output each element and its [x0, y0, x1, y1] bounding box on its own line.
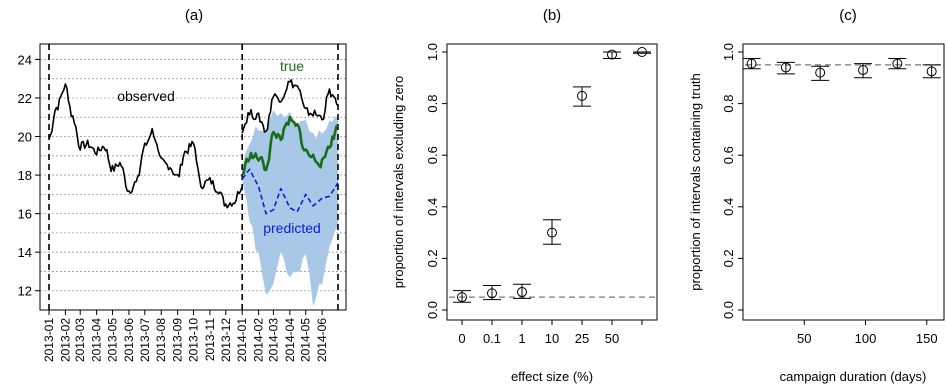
x-tick-label: 2013-02: [58, 318, 72, 362]
data-point: [780, 62, 791, 73]
x-tick-label: 25: [575, 331, 589, 346]
panel-b-x-axis: 0 0.1 1 10 25 50: [458, 320, 643, 346]
y-tick-label: 0.8: [721, 95, 736, 113]
panel-a-series: [48, 79, 339, 215]
panel-b-y-axis: 0.0 0.2 0.4 0.6 0.8 1.0: [425, 43, 447, 319]
y-tick-label: 0.4: [425, 198, 440, 216]
x-tick-label: 1: [518, 331, 525, 346]
x-tick-label: 2014-05: [299, 318, 313, 362]
panel-c-title: (c): [839, 7, 857, 24]
x-tick-label: 2013-05: [106, 318, 120, 362]
panel-b-title: (b): [543, 7, 561, 24]
panel-a: (a) observed true predicted 12 14 16 18 20 22…: [18, 7, 347, 362]
data-point: [637, 47, 647, 57]
y-tick-label: 12: [18, 284, 32, 299]
x-tick-label: 2013-04: [90, 318, 104, 362]
predicted-label: predicted: [263, 220, 321, 236]
y-tick-label: 24: [18, 52, 32, 67]
x-tick-label: 0.1: [483, 331, 501, 346]
panel-a-gridlines: [40, 59, 346, 311]
panel-c-frame: [742, 43, 945, 321]
observed-series-line: [241, 79, 339, 134]
predicted-series-line: [241, 168, 339, 215]
x-tick-label: 2013-12: [219, 318, 233, 362]
x-tick-label: 2013-07: [138, 318, 152, 362]
y-tick-label: 20: [18, 130, 32, 145]
x-tick-label: 50: [605, 331, 619, 346]
x-tick-label: 100: [855, 331, 877, 346]
y-tick-label: 1.0: [425, 43, 440, 61]
x-tick-label: 10: [545, 331, 559, 346]
panel-b-y-label: proportion of intervals excluding zero: [391, 76, 406, 288]
x-tick-label: 2013-08: [154, 318, 168, 362]
y-tick-label: 0.2: [721, 249, 736, 267]
y-tick-label: 0.4: [721, 198, 736, 216]
data-point: [457, 292, 467, 303]
y-tick-label: 0.2: [425, 249, 440, 267]
x-tick-label: 2013-01: [42, 318, 56, 362]
panel-c-x-label: campaign duration (days): [780, 369, 927, 384]
panel-c-x-axis: 50 100 150: [797, 320, 938, 346]
x-tick-label: 2013-06: [122, 318, 136, 362]
data-point: [815, 67, 826, 78]
x-tick-label: 2014-04: [283, 318, 297, 362]
data-point: [926, 66, 937, 77]
x-tick-label: 2014-06: [315, 318, 329, 362]
data-point: [577, 90, 587, 101]
y-tick-label: 0.0: [425, 301, 440, 319]
true-label: true: [280, 58, 304, 74]
panel-a-y-axis: 12 14 16 18 20 22 24: [18, 52, 40, 299]
campaign-boundary-lines: [48, 44, 339, 310]
panel-c-points: [742, 57, 941, 81]
observed-label: observed: [117, 88, 175, 104]
y-tick-label: 18: [18, 168, 32, 183]
x-tick-label: 2014-02: [252, 318, 266, 362]
x-tick-label: 0: [458, 331, 465, 346]
panel-b-frame: [446, 43, 658, 321]
panel-b: (b) 0.0 0.2 0.4 0.6 0.8 1.0 0 0.1 1 10 25 50 effec…: [391, 7, 658, 384]
x-tick-label: 2013-03: [73, 318, 87, 362]
y-tick-label: 14: [18, 245, 32, 260]
x-tick-label: 2014-03: [266, 318, 280, 362]
panel-b-points: [453, 47, 651, 303]
data-point: [517, 286, 527, 297]
x-tick-label: 50: [797, 331, 811, 346]
x-tick-label: 150: [916, 331, 938, 346]
y-tick-label: 16: [18, 207, 32, 222]
panel-c-y-axis: 0.0 0.2 0.4 0.6 0.8 1.0: [721, 43, 743, 319]
panel-b-x-label: effect size (%): [511, 369, 593, 384]
x-tick-label: 2013-10: [187, 318, 201, 362]
data-point: [547, 227, 557, 238]
data-point: [746, 58, 757, 69]
y-tick-label: 0.6: [721, 146, 736, 164]
panel-c: (c) 0.0 0.2 0.4 0.6 0.8 1.0 50 100 150 campaign…: [688, 7, 945, 384]
panel-a-x-axis: 2013-01 2013-02 2013-03 2013-04 2013-05 2013-…: [42, 310, 329, 362]
true-series-line: [241, 115, 339, 175]
y-tick-label: 1.0: [721, 43, 736, 61]
x-tick-label: 2014-01: [235, 318, 249, 362]
observed-series-line: [48, 83, 243, 209]
x-tick-label: 2013-09: [171, 318, 185, 362]
data-point: [892, 58, 903, 69]
panel-a-title: (a): [185, 7, 203, 24]
y-tick-label: 0.8: [425, 95, 440, 113]
y-tick-label: 0.0: [721, 301, 736, 319]
data-point: [487, 288, 497, 299]
y-tick-label: 0.6: [425, 146, 440, 164]
panel-c-y-label: proportion of intervals containing truth: [688, 73, 703, 291]
x-tick-label: 2013-11: [203, 318, 217, 361]
y-tick-label: 22: [18, 91, 32, 106]
data-point: [858, 65, 869, 76]
data-point: [607, 49, 617, 60]
